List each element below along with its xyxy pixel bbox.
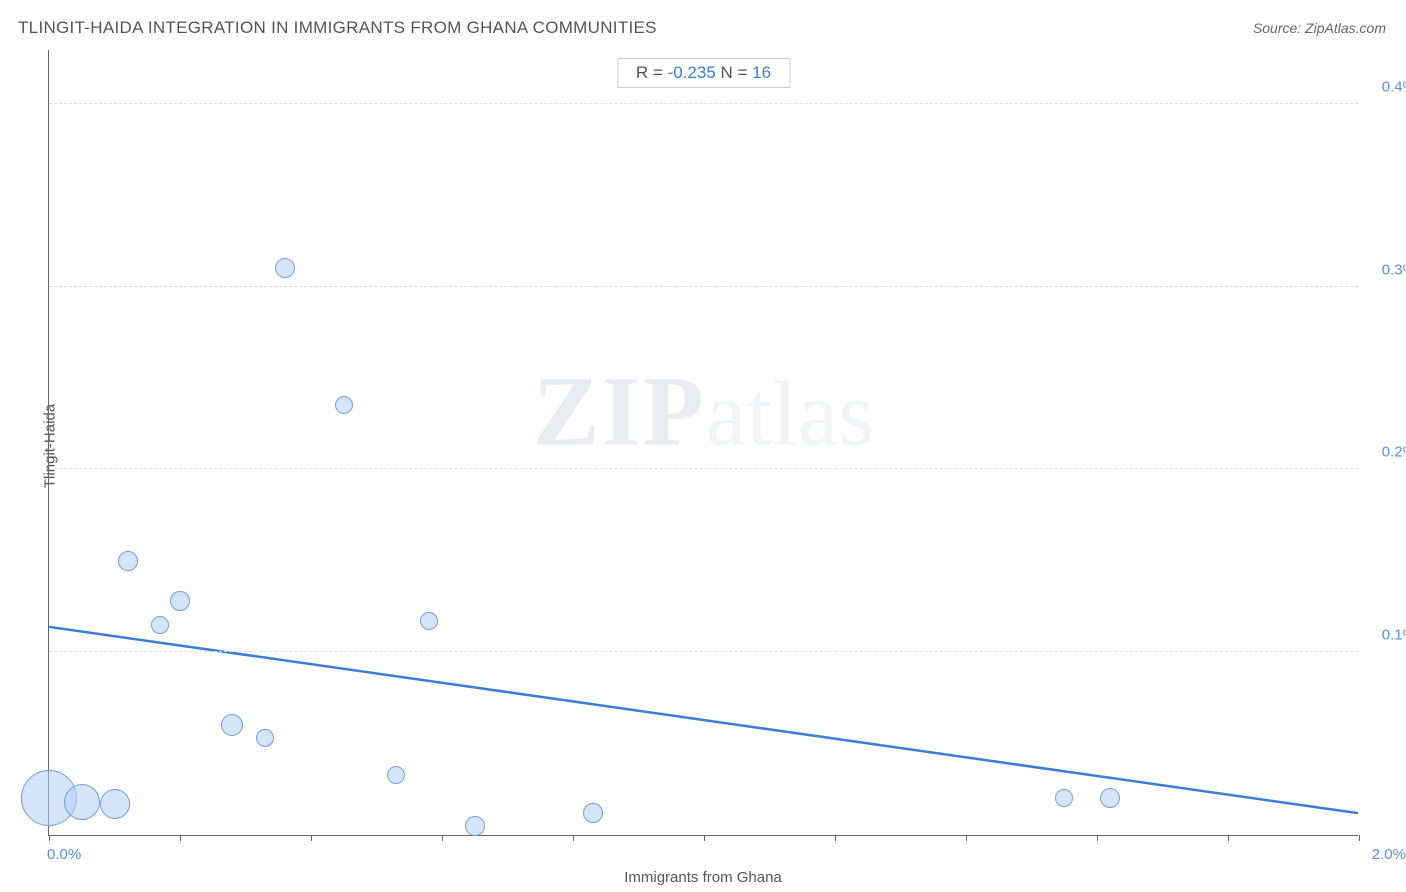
data-point [256,729,274,747]
x-tick [180,835,181,841]
regression-line [49,627,1358,813]
data-point [64,784,100,820]
x-tick [1097,835,1098,841]
watermark-light: atlas [706,363,875,465]
source-attribution: Source: ZipAtlas.com [1253,20,1386,36]
gridline [49,286,1358,287]
data-point [151,616,169,634]
watermark-bold: ZIP [533,356,706,467]
data-point [465,816,485,836]
x-tick [704,835,705,841]
x-tick [442,835,443,841]
stats-box: R = -0.235 N = 16 [617,58,790,88]
r-label: R = [636,63,668,82]
x-axis-label: Immigrants from Ghana [624,869,782,886]
x-tick [311,835,312,841]
n-value: 16 [752,63,771,82]
x-tick [573,835,574,841]
x-tick [966,835,967,841]
x-tick [1359,835,1360,841]
x-tick-label: 2.0% [1372,846,1406,863]
y-tick-label: 0.4% [1382,78,1406,95]
r-value: -0.235 [668,63,716,82]
data-point [275,258,295,278]
data-point [420,612,438,630]
gridline [49,103,1358,104]
data-point [387,766,405,784]
chart-title: TLINGIT-HAIDA INTEGRATION IN IMMIGRANTS … [18,18,657,38]
data-point [221,714,243,736]
n-label: N = [716,63,752,82]
x-tick [1228,835,1229,841]
gridline [49,651,1358,652]
gridline [49,468,1358,469]
y-tick-label: 0.3% [1382,261,1406,278]
data-point [100,789,130,819]
data-point [1100,788,1120,808]
trend-line [49,50,1358,835]
x-tick [49,835,50,841]
y-tick-label: 0.2% [1382,444,1406,461]
x-tick-label: 0.0% [47,846,81,863]
data-point [170,591,190,611]
data-point [583,803,603,823]
data-point [335,396,353,414]
x-tick [835,835,836,841]
watermark: ZIPatlas [533,354,874,469]
y-tick-label: 0.1% [1382,627,1406,644]
plot-area: ZIPatlas R = -0.235 N = 16 0.1%0.2%0.3%0… [48,50,1358,836]
data-point [1055,789,1073,807]
data-point [118,551,138,571]
